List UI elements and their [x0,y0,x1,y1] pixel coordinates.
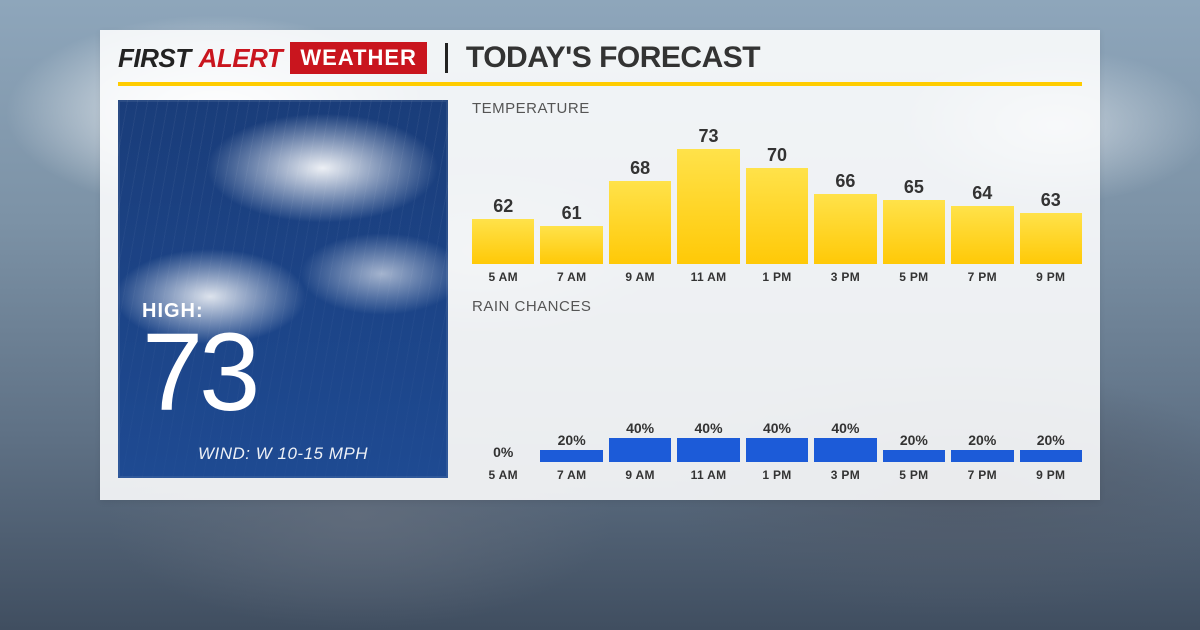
temperature-bar [951,206,1013,264]
rain-bar-time: 9 AM [625,468,654,482]
rain-bar-value: 40% [695,420,723,436]
wind-text: WIND: W 10-15 MPH [118,444,448,464]
temperature-bar-value: 64 [972,183,992,204]
rain-bar-value: 40% [626,420,654,436]
temperature-bars-row: 62 5 AM 61 7 AM 68 9 AM 73 11 AM 70 1 PM 66 3 PM 65 5… [472,123,1082,284]
temperature-bar-time: 3 PM [831,270,860,284]
temperature-bar [677,149,739,264]
card-content: HIGH: 73 WIND: W 10-15 MPH TEMPERATURE 6… [100,86,1100,496]
temperature-bar-value: 62 [493,196,513,217]
rain-bar-time: 1 PM [762,468,791,482]
temperature-bar [883,200,945,264]
temperature-bar-time: 9 PM [1036,270,1065,284]
temperature-bar [609,181,671,264]
charts-column: TEMPERATURE 62 5 AM 61 7 AM 68 9 AM 73 11 AM 70 1… [472,100,1082,482]
temperature-bar [814,194,876,264]
rain-bar-time: 5 PM [899,468,928,482]
temperature-bar [540,226,602,264]
temperature-chart-title: TEMPERATURE [472,100,1082,117]
rain-bar-value: 20% [1037,432,1065,448]
temperature-bar-cell: 68 9 AM [609,158,671,284]
temperature-bar-time: 1 PM [762,270,791,284]
temperature-bar [1020,213,1082,264]
rain-bar-cell: 40% 3 PM [814,420,876,482]
page-title: TODAY'S FORECAST [466,41,760,75]
card-header: FIRST ALERT WEATHER TODAY'S FORECAST [100,30,1100,82]
temperature-bar-value: 66 [835,171,855,192]
chart-spacer [472,284,1082,298]
rain-bar [540,450,602,462]
brand-weather-badge: WEATHER [290,42,427,74]
rain-bar-cell: 20% 5 PM [883,432,945,482]
rain-bar-value: 0% [493,444,513,460]
brand-alert-text: ALERT [199,43,283,74]
temperature-bar-value: 63 [1041,190,1061,211]
temperature-bar-cell: 64 7 PM [951,183,1013,284]
rain-bars-row: 0% 5 AM 20% 7 AM 40% 9 AM 40% 11 AM 40% 1 PM 40% 3 … [472,321,1082,482]
temperature-bar-cell: 61 7 AM [540,203,602,284]
rain-bar [609,438,671,462]
rain-bar-value: 40% [831,420,859,436]
forecast-card: FIRST ALERT WEATHER TODAY'S FORECAST HIG… [100,30,1100,500]
temperature-bar-cell: 73 11 AM [677,126,739,284]
rain-bar [1020,450,1082,462]
rain-bar [814,438,876,462]
temperature-bar-cell: 70 1 PM [746,145,808,284]
rain-bar [677,438,739,462]
rain-bar-value: 20% [968,432,996,448]
temperature-bar-value: 61 [562,203,582,224]
rain-bar-cell: 20% 7 PM [951,432,1013,482]
rain-bar-cell: 20% 9 PM [1020,432,1082,482]
temperature-bar [746,168,808,264]
hero-panel: HIGH: 73 WIND: W 10-15 MPH [118,100,448,478]
rain-bar-time: 7 PM [968,468,997,482]
cloudy-background: FIRST ALERT WEATHER TODAY'S FORECAST HIG… [0,0,1200,630]
temperature-bar-cell: 62 5 AM [472,196,534,284]
temperature-bar-cell: 66 3 PM [814,171,876,284]
temperature-bar-time: 11 AM [691,270,727,284]
temperature-bar-time: 5 PM [899,270,928,284]
rain-chart-title: RAIN CHANCES [472,298,1082,315]
temperature-bar-cell: 63 9 PM [1020,190,1082,284]
rain-bar-time: 7 AM [557,468,586,482]
rain-bar-time: 3 PM [831,468,860,482]
header-divider [445,43,448,73]
temperature-bar-value: 65 [904,177,924,198]
rain-bar-cell: 0% 5 AM [472,444,534,482]
temperature-bar-value: 73 [699,126,719,147]
temperature-bar-time: 9 AM [625,270,654,284]
rain-bar [951,450,1013,462]
rain-bar-value: 20% [900,432,928,448]
temperature-bar-cell: 65 5 PM [883,177,945,284]
rain-bar [883,450,945,462]
temperature-bar-value: 68 [630,158,650,179]
rain-bar [746,438,808,462]
rain-chart: RAIN CHANCES 0% 5 AM 20% 7 AM 40% 9 AM 40% 11 A… [472,298,1082,482]
temperature-bar-time: 7 PM [968,270,997,284]
rain-bar-cell: 20% 7 AM [540,432,602,482]
temperature-bar-time: 5 AM [489,270,518,284]
brand-logo: FIRST ALERT WEATHER [118,42,427,74]
rain-bar-cell: 40% 9 AM [609,420,671,482]
rain-bar-time: 9 PM [1036,468,1065,482]
brand-first-text: FIRST [118,43,191,74]
temperature-bar [472,219,534,264]
rain-bar-value: 40% [763,420,791,436]
rain-bar-cell: 40% 11 AM [677,420,739,482]
temperature-chart: TEMPERATURE 62 5 AM 61 7 AM 68 9 AM 73 11 AM 70 1… [472,100,1082,284]
rain-bar-time: 11 AM [691,468,727,482]
rain-bar-time: 5 AM [489,468,518,482]
high-temperature: 73 [142,318,256,428]
temperature-bar-time: 7 AM [557,270,586,284]
rain-bar-value: 20% [558,432,586,448]
temperature-bar-value: 70 [767,145,787,166]
rain-bar-cell: 40% 1 PM [746,420,808,482]
